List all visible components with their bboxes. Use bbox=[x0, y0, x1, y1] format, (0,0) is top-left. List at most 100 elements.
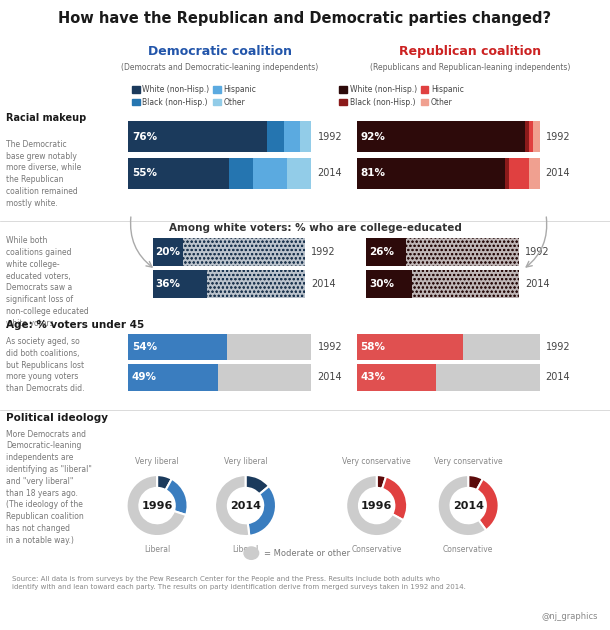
Bar bbox=[357, 158, 505, 189]
Wedge shape bbox=[468, 475, 483, 490]
Text: 26%: 26% bbox=[369, 247, 394, 257]
Bar bbox=[229, 158, 253, 189]
Wedge shape bbox=[376, 475, 386, 489]
Text: 1996: 1996 bbox=[142, 501, 173, 510]
Text: (Democrats and Democratic-leaning independents): (Democrats and Democratic-leaning indepe… bbox=[121, 63, 318, 72]
Text: 1992: 1992 bbox=[312, 247, 336, 257]
Text: 92%: 92% bbox=[361, 132, 386, 142]
Bar bbox=[128, 364, 218, 391]
Text: Liberal: Liberal bbox=[144, 546, 170, 554]
Text: While both
coalitions gained
white college-
educated voters,
Democrats saw a
sig: While both coalitions gained white colle… bbox=[6, 236, 89, 328]
Bar bbox=[533, 121, 540, 152]
Bar bbox=[366, 270, 412, 298]
Text: Very conservative: Very conservative bbox=[434, 457, 503, 466]
Bar bbox=[529, 121, 533, 152]
Bar bbox=[366, 238, 406, 266]
Wedge shape bbox=[382, 476, 407, 520]
Bar bbox=[357, 334, 463, 360]
Ellipse shape bbox=[244, 547, 259, 559]
Text: 2014: 2014 bbox=[318, 372, 342, 382]
Bar bbox=[128, 121, 267, 152]
Bar bbox=[152, 270, 207, 298]
Text: Source: All data is from surveys by the Pew Research Center for the People and t: Source: All data is from surveys by the … bbox=[12, 576, 466, 590]
Text: 49%: 49% bbox=[132, 372, 157, 382]
Bar bbox=[207, 270, 305, 298]
Text: As society aged, so
did both coalitions,
but Republicans lost
more young voters
: As society aged, so did both coalitions,… bbox=[6, 337, 85, 393]
Wedge shape bbox=[245, 475, 269, 495]
Bar bbox=[300, 121, 311, 152]
Text: 81%: 81% bbox=[361, 168, 386, 178]
Bar bbox=[436, 364, 540, 391]
Text: 2014: 2014 bbox=[453, 501, 484, 510]
Bar bbox=[128, 334, 227, 360]
Bar bbox=[218, 364, 311, 391]
Text: Conservative: Conservative bbox=[443, 546, 493, 554]
Text: Republican coalition: Republican coalition bbox=[399, 45, 540, 58]
Bar bbox=[525, 121, 529, 152]
Text: 20%: 20% bbox=[156, 247, 181, 257]
Bar bbox=[284, 121, 300, 152]
Text: Very liberal: Very liberal bbox=[224, 457, 267, 466]
Text: Among white voters: % who are college-educated: Among white voters: % who are college-ed… bbox=[170, 224, 462, 233]
Text: 1992: 1992 bbox=[318, 342, 342, 352]
Bar bbox=[253, 158, 287, 189]
Text: Very conservative: Very conservative bbox=[342, 457, 411, 466]
Text: 1992: 1992 bbox=[318, 132, 342, 142]
Wedge shape bbox=[476, 479, 498, 530]
Bar bbox=[505, 158, 509, 189]
Bar bbox=[406, 238, 518, 266]
Text: 2014: 2014 bbox=[230, 501, 261, 510]
Text: 1996: 1996 bbox=[361, 501, 392, 510]
Legend: White (non-Hisp.), Black (non-Hisp.), Hispanic, Other: White (non-Hisp.), Black (non-Hisp.), Hi… bbox=[132, 85, 256, 107]
Bar bbox=[406, 238, 518, 266]
Bar bbox=[357, 364, 436, 391]
Wedge shape bbox=[438, 475, 486, 536]
Bar bbox=[287, 158, 311, 189]
Bar bbox=[128, 158, 229, 189]
Text: 1992: 1992 bbox=[545, 342, 570, 352]
Bar bbox=[207, 270, 305, 298]
Text: 36%: 36% bbox=[156, 279, 181, 289]
Bar bbox=[227, 334, 311, 360]
Text: Age: % voters under 45: Age: % voters under 45 bbox=[6, 321, 145, 330]
Text: Very liberal: Very liberal bbox=[135, 457, 179, 466]
Text: Conservative: Conservative bbox=[351, 546, 402, 554]
Text: Political ideology: Political ideology bbox=[6, 413, 108, 423]
Wedge shape bbox=[346, 475, 403, 536]
Text: = Moderate or other: = Moderate or other bbox=[264, 549, 350, 558]
Text: 54%: 54% bbox=[132, 342, 157, 352]
Bar bbox=[412, 270, 518, 298]
Text: 1992: 1992 bbox=[525, 247, 550, 257]
Text: 55%: 55% bbox=[132, 168, 157, 178]
Text: 1992: 1992 bbox=[545, 132, 570, 142]
Wedge shape bbox=[157, 475, 172, 490]
Bar bbox=[412, 270, 518, 298]
Bar bbox=[509, 158, 529, 189]
Text: More Democrats and
Democratic-leaning
independents are
identifying as "liberal"
: More Democrats and Democratic-leaning in… bbox=[6, 430, 92, 545]
Text: 2014: 2014 bbox=[312, 279, 336, 289]
Text: @nj_graphics: @nj_graphics bbox=[541, 612, 598, 621]
Wedge shape bbox=[127, 475, 186, 536]
Text: 30%: 30% bbox=[369, 279, 394, 289]
Text: 76%: 76% bbox=[132, 132, 157, 142]
Wedge shape bbox=[248, 486, 276, 536]
Bar bbox=[529, 158, 540, 189]
Bar bbox=[183, 238, 305, 266]
Bar bbox=[152, 238, 183, 266]
Text: The Democratic
base grew notably
more diverse, while
the Republican
coalition re: The Democratic base grew notably more di… bbox=[6, 140, 81, 208]
Text: How have the Republican and Democratic parties changed?: How have the Republican and Democratic p… bbox=[59, 11, 551, 26]
Bar bbox=[267, 121, 284, 152]
Legend: White (non-Hisp.), Black (non-Hisp.), Hispanic, Other: White (non-Hisp.), Black (non-Hisp.), Hi… bbox=[339, 85, 464, 107]
Text: Racial makeup: Racial makeup bbox=[6, 113, 87, 123]
Text: 2014: 2014 bbox=[545, 168, 570, 178]
Text: 2014: 2014 bbox=[545, 372, 570, 382]
Wedge shape bbox=[165, 479, 187, 515]
Bar bbox=[463, 334, 540, 360]
Wedge shape bbox=[215, 475, 249, 536]
Text: (Republicans and Republican-leaning independents): (Republicans and Republican-leaning inde… bbox=[370, 63, 570, 72]
Text: Liberal: Liberal bbox=[232, 546, 259, 554]
Bar bbox=[183, 238, 305, 266]
Text: 58%: 58% bbox=[361, 342, 386, 352]
Text: 2014: 2014 bbox=[525, 279, 550, 289]
Text: 43%: 43% bbox=[361, 372, 386, 382]
